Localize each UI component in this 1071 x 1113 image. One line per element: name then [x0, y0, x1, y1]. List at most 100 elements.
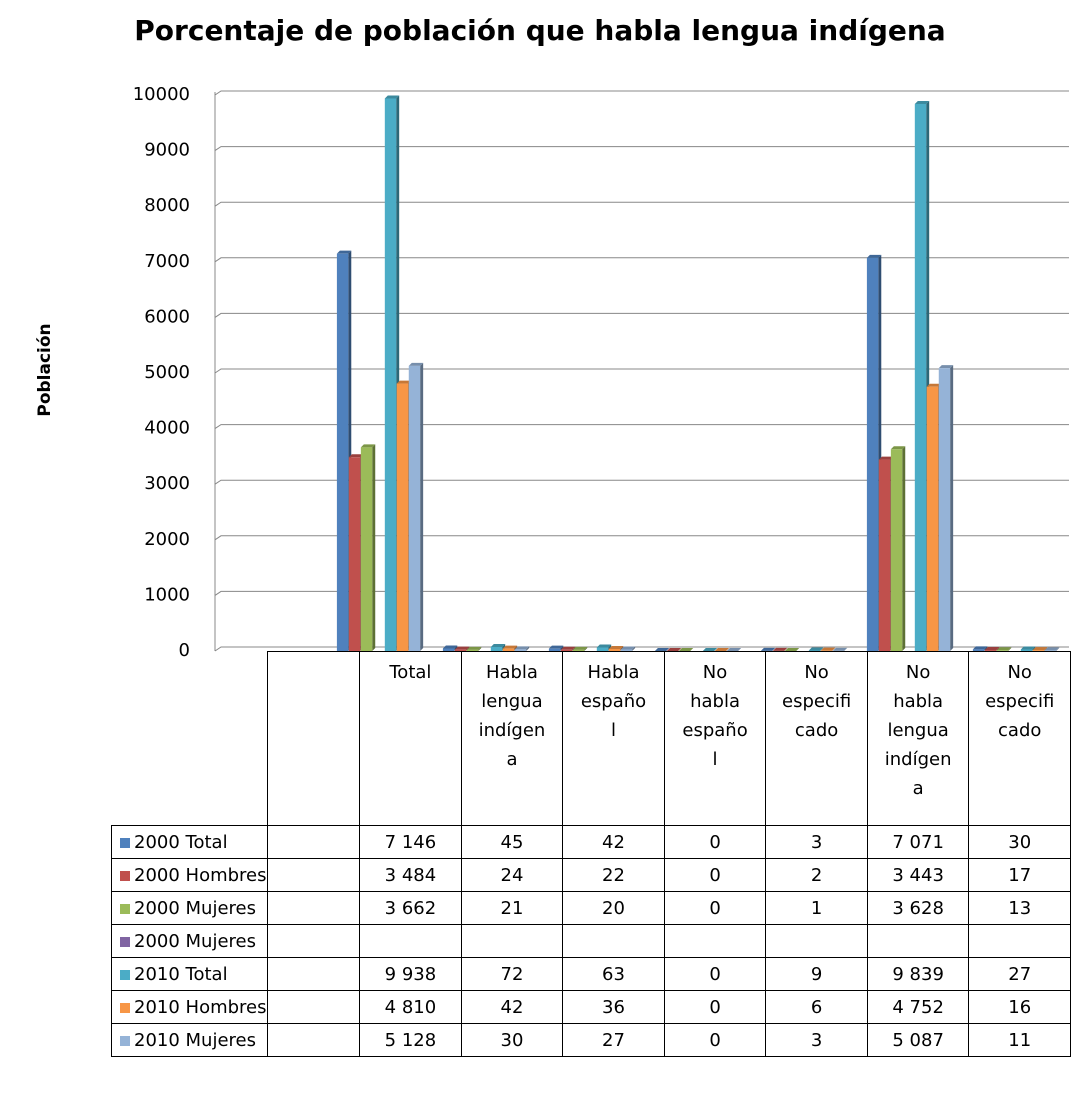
bar-top	[878, 456, 894, 460]
bar	[490, 646, 503, 651]
value-label: 3 484	[384, 864, 437, 886]
bar-top	[408, 362, 424, 366]
value-cell	[266, 924, 361, 958]
x-tick-label: No especificado	[782, 662, 852, 741]
value-cell: 0	[663, 825, 767, 859]
bar	[972, 649, 985, 651]
category-cell: Total	[359, 651, 462, 826]
legend-label: 2010 Mujeres	[134, 1029, 257, 1051]
value-cell	[266, 891, 361, 925]
bar-side	[584, 646, 588, 651]
value-cell: 0	[663, 957, 767, 991]
value-cell: 5 087	[866, 1023, 970, 1057]
value-label: 0	[709, 996, 721, 1018]
value-cell: 9 938	[359, 957, 462, 991]
value-label: 0	[709, 864, 721, 886]
legend-cell: 2010 Total	[111, 957, 268, 991]
bar	[620, 649, 633, 651]
bar	[396, 383, 409, 651]
category-cell: No especificado	[765, 651, 868, 826]
bar-top	[502, 645, 518, 649]
value-cell	[765, 924, 868, 958]
bar-top	[702, 648, 718, 651]
grid-line	[214, 424, 1069, 430]
x-tick-label: Total	[389, 662, 432, 683]
bar-side	[832, 647, 836, 651]
category-cell: Habla lengua indígena	[460, 651, 564, 826]
bar-side	[1032, 646, 1036, 651]
bar	[914, 103, 927, 651]
y-tick-label: 3000	[144, 473, 190, 494]
series-row: 2010 Hombres 4 810 42 36 0 6 4 752 16	[111, 990, 1071, 1024]
bar-top	[972, 646, 988, 650]
y-tick-label: 6000	[144, 306, 190, 327]
value-cell: 21	[460, 891, 564, 925]
value-label: 20	[602, 897, 625, 919]
bar-side	[632, 646, 636, 651]
grid-line	[214, 201, 1069, 207]
x-tick-label: Habla lengua indígena	[478, 662, 546, 770]
legend-cell: 2000 Mujeres	[111, 891, 268, 925]
value-label: 0	[709, 831, 721, 853]
bar	[1044, 650, 1057, 651]
category-cell: Habla español	[562, 651, 665, 826]
y-axis-label: Población	[35, 323, 55, 416]
bar-side	[902, 446, 906, 651]
grid-line	[214, 146, 1069, 152]
value-cell: 42	[562, 825, 665, 859]
bar	[514, 649, 527, 651]
bar-top	[996, 647, 1012, 651]
value-cell: 11	[968, 1023, 1071, 1057]
value-cell: 6	[765, 990, 868, 1024]
value-label: 9 839	[892, 963, 944, 985]
value-label: 2	[810, 864, 823, 886]
bar-top	[1032, 647, 1048, 651]
value-cell: 27	[562, 1023, 665, 1057]
value-label: 21	[500, 897, 524, 919]
bar-top	[348, 454, 364, 458]
value-cell: 7 071	[866, 825, 970, 859]
value-cell: 27	[968, 957, 1071, 991]
bar-side	[950, 365, 954, 651]
value-label: 63	[602, 963, 625, 985]
bar	[596, 647, 609, 651]
category-cell: No habla lengua indígena	[866, 651, 970, 826]
value-label: 3	[810, 831, 823, 853]
value-cell: 72	[460, 957, 564, 991]
value-label: 30	[1008, 831, 1032, 853]
value-cell: 1	[765, 891, 868, 925]
bar	[348, 457, 361, 651]
legend-swatch	[120, 1035, 130, 1046]
value-label: 27	[602, 1029, 625, 1051]
bar-top	[596, 644, 612, 648]
bar-side	[784, 647, 788, 651]
value-label: 72	[500, 963, 524, 985]
value-cell: 2	[765, 858, 868, 892]
bar-top	[890, 446, 906, 450]
value-cell: 16	[968, 990, 1071, 1024]
bar-top	[784, 647, 800, 651]
value-label: 45	[500, 831, 524, 853]
bar-side	[796, 647, 800, 651]
x-tick-label: No habla español	[682, 662, 748, 770]
bar-side	[1008, 647, 1012, 651]
value-cell	[866, 924, 970, 958]
bar-top	[714, 648, 730, 651]
bar-top	[914, 100, 930, 104]
value-cell: 5 128	[359, 1023, 462, 1057]
legend-cell: 2010 Hombres	[111, 990, 268, 1024]
value-cell: 3 443	[866, 858, 970, 892]
value-label: 5 128	[384, 1029, 437, 1051]
value-label: 9 938	[384, 963, 437, 985]
bar-side	[526, 646, 530, 651]
bar-top	[384, 95, 400, 99]
value-label: 5 087	[892, 1029, 944, 1051]
value-label: 24	[500, 864, 524, 886]
bar-top	[820, 647, 836, 651]
bar-top	[1020, 646, 1036, 650]
legend-cell: 2000 Mujeres	[111, 924, 268, 958]
grid-line	[214, 590, 1069, 596]
value-label: 27	[1008, 963, 1032, 985]
y-tick-label: 0	[179, 640, 190, 661]
